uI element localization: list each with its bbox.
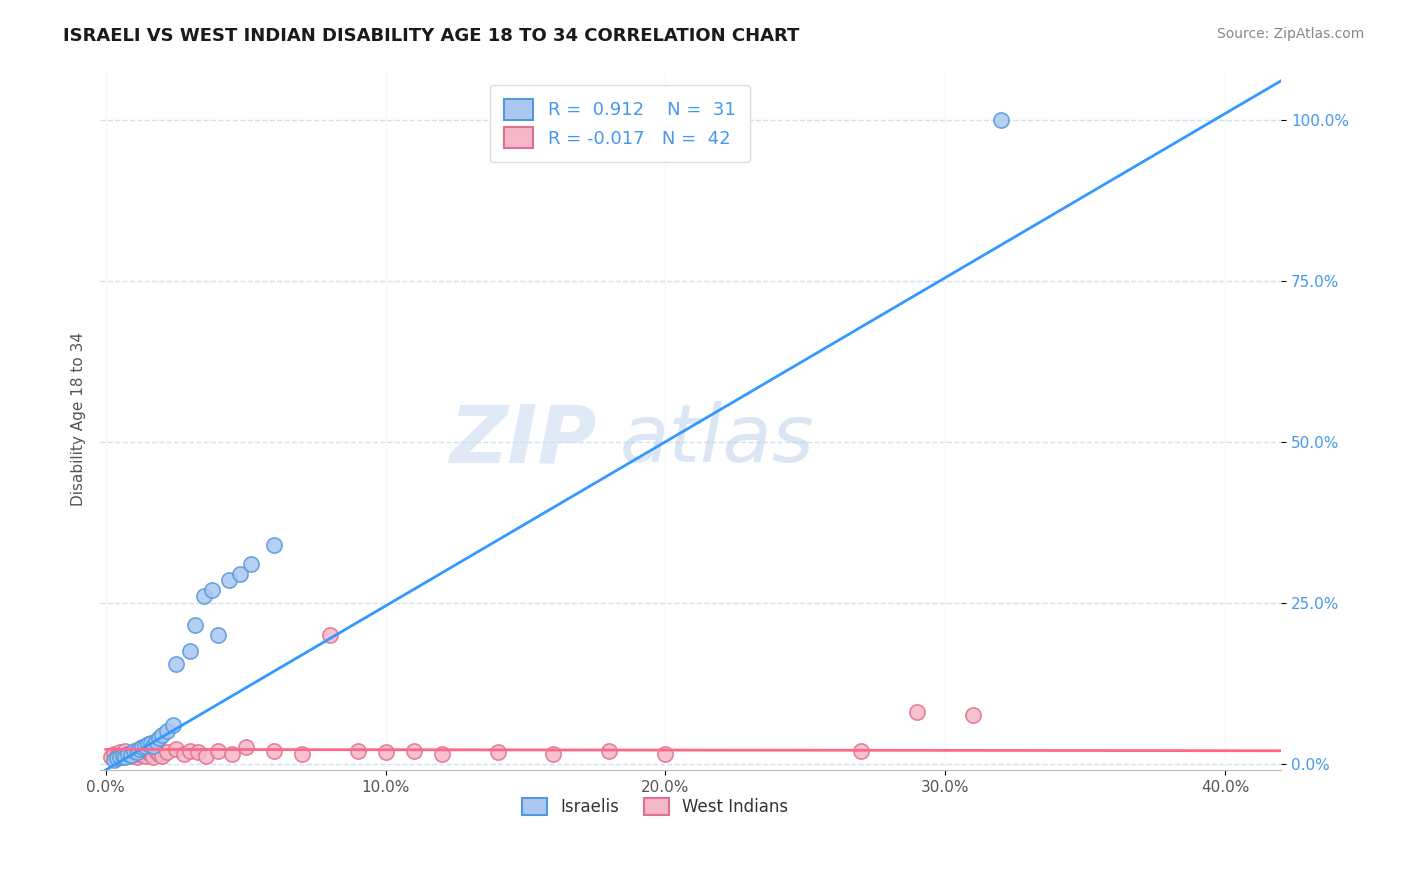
Point: [263, 538, 285, 552]
Point: [486, 745, 509, 759]
Point: [235, 740, 257, 755]
Text: ISRAELI VS WEST INDIAN DISABILITY AGE 18 TO 34 CORRELATION CHART: ISRAELI VS WEST INDIAN DISABILITY AGE 18…: [63, 27, 800, 45]
Point: [125, 745, 148, 759]
Text: atlas: atlas: [620, 401, 814, 479]
Point: [122, 744, 145, 758]
Point: [117, 747, 139, 761]
Point: [122, 745, 145, 759]
Point: [134, 748, 156, 763]
Point: [136, 745, 159, 759]
Point: [134, 739, 156, 753]
Point: [905, 705, 928, 719]
Point: [184, 618, 207, 632]
Point: [145, 734, 167, 748]
Point: [165, 657, 187, 671]
Point: [654, 747, 676, 761]
Point: [851, 744, 873, 758]
Point: [193, 589, 215, 603]
Point: [162, 718, 184, 732]
Point: [346, 744, 368, 758]
Point: [128, 742, 150, 756]
Point: [120, 748, 142, 763]
Point: [263, 744, 285, 758]
Point: [111, 748, 134, 763]
Point: [221, 747, 243, 761]
Point: [142, 739, 165, 753]
Point: [131, 744, 153, 758]
Point: [229, 566, 252, 581]
Point: [136, 737, 159, 751]
Point: [173, 747, 195, 761]
Point: [139, 736, 162, 750]
Point: [125, 750, 148, 764]
Point: [148, 747, 170, 761]
Point: [207, 628, 229, 642]
Point: [120, 747, 142, 762]
Point: [374, 745, 396, 759]
Point: [105, 751, 128, 765]
Legend: Israelis, West Indians: Israelis, West Indians: [513, 790, 797, 825]
Point: [111, 750, 134, 764]
Point: [105, 748, 128, 763]
Point: [291, 747, 314, 761]
Text: ZIP: ZIP: [449, 401, 596, 479]
Point: [207, 744, 229, 758]
Point: [108, 745, 131, 759]
Point: [114, 750, 136, 764]
Point: [598, 744, 620, 758]
Point: [100, 750, 122, 764]
Point: [103, 747, 125, 761]
Point: [150, 748, 173, 763]
Point: [114, 744, 136, 758]
Point: [145, 744, 167, 758]
Point: [139, 747, 162, 761]
Point: [156, 745, 179, 759]
Y-axis label: Disability Age 18 to 34: Disability Age 18 to 34: [72, 332, 86, 507]
Point: [148, 731, 170, 745]
Point: [117, 747, 139, 761]
Point: [990, 113, 1012, 128]
Point: [179, 644, 201, 658]
Point: [195, 748, 218, 763]
Point: [402, 744, 425, 758]
Point: [131, 740, 153, 755]
Point: [543, 747, 565, 761]
Point: [165, 742, 187, 756]
Point: [108, 750, 131, 764]
Point: [128, 747, 150, 761]
Point: [201, 582, 224, 597]
Point: [103, 753, 125, 767]
Point: [430, 747, 453, 761]
Point: [240, 557, 263, 571]
Point: [318, 628, 340, 642]
Point: [142, 750, 165, 764]
Point: [962, 708, 984, 723]
Point: [150, 728, 173, 742]
Point: [179, 744, 201, 758]
Text: Source: ZipAtlas.com: Source: ZipAtlas.com: [1216, 27, 1364, 41]
Point: [156, 724, 179, 739]
Point: [187, 745, 209, 759]
Point: [218, 573, 240, 587]
